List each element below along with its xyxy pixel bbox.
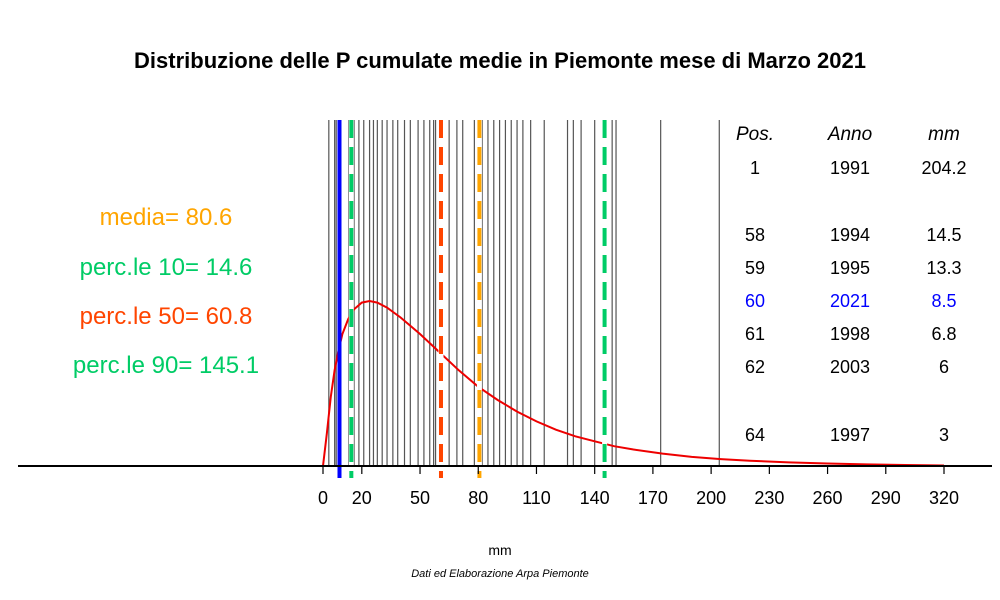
x-tick-label-4: 110 — [522, 488, 551, 508]
table-cell-1-1: 1994 — [830, 225, 870, 245]
table-cell-2-0: 59 — [745, 258, 765, 278]
x-tick-label-11: 320 — [929, 488, 959, 508]
table-cell-2-1: 1995 — [830, 258, 870, 278]
table-cell-4-1: 1998 — [830, 324, 870, 344]
table-cell-3-0: 60 — [745, 291, 765, 311]
stat-label-2: perc.le 50= 60.8 — [80, 303, 253, 330]
table-cell-4-2: 6.8 — [931, 324, 956, 344]
chart-title: Distribuzione delle P cumulate medie in … — [134, 48, 866, 73]
x-tick-label-8: 230 — [754, 488, 784, 508]
table-cell-0-1: 1991 — [830, 158, 870, 178]
x-tick-label-1: 20 — [352, 488, 372, 508]
stat-label-3: perc.le 90= 145.1 — [73, 352, 259, 379]
ranking-table: Pos. Anno mm 1 1991 204.2 58 1994 14.5 59 1995 13.3… — [736, 124, 967, 445]
table-cell-2-2: 13.3 — [926, 258, 961, 278]
stat-label-1: perc.le 10= 14.6 — [80, 254, 253, 281]
x-tick-label-7: 200 — [696, 488, 726, 508]
table-cell-1-0: 58 — [745, 225, 765, 245]
statistics-labels: media= 80.6 perc.le 10= 14.6 perc.le 50= 6… — [73, 204, 259, 379]
x-tick-label-5: 140 — [580, 488, 610, 508]
table-cell-6-0: 64 — [745, 425, 765, 445]
x-tick-label-2: 50 — [410, 488, 430, 508]
density-curve — [322, 299, 945, 467]
table-header-0: Pos. — [736, 124, 774, 145]
table-cell-3-2: 8.5 — [931, 291, 956, 311]
x-tick-label-10: 290 — [871, 488, 901, 508]
x-tick-label-0: 0 — [318, 488, 328, 508]
density-curve-layer — [322, 299, 945, 467]
table-cell-0-0: 1 — [750, 158, 760, 178]
table-cell-6-1: 1997 — [830, 425, 870, 445]
source-note: Dati ed Elaborazione Arpa Piemonte — [411, 568, 589, 580]
table-header-2: mm — [928, 124, 960, 145]
table-cell-6-2: 3 — [939, 425, 949, 445]
x-tick-label-3: 80 — [468, 488, 488, 508]
table-cell-5-2: 6 — [939, 357, 949, 377]
x-axis-label: mm — [488, 542, 511, 558]
x-tick-label-6: 170 — [638, 488, 668, 508]
stat-label-0: media= 80.6 — [100, 204, 233, 231]
table-cell-3-1: 2021 — [830, 291, 870, 311]
table-cell-5-0: 62 — [745, 357, 765, 377]
table-cell-1-2: 14.5 — [926, 225, 961, 245]
x-axis-ticks: 0 20 50 80 110 140 170 200 230 260 290 320 — [318, 466, 959, 508]
table-header-1: Anno — [827, 124, 872, 145]
x-tick-label-9: 260 — [813, 488, 843, 508]
table-cell-4-0: 61 — [745, 324, 765, 344]
table-cell-5-1: 2003 — [830, 357, 870, 377]
statistic-lines — [348, 120, 608, 478]
table-cell-0-2: 204.2 — [921, 158, 966, 178]
